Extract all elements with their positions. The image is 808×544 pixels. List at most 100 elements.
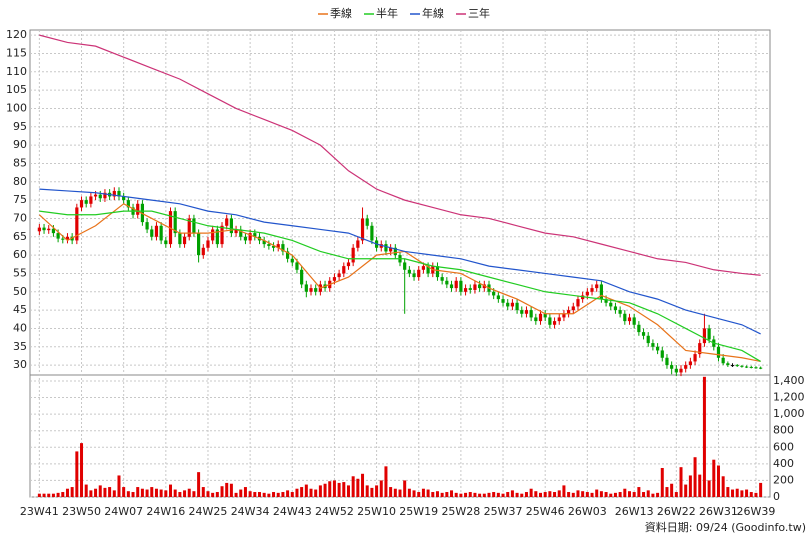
candle-body	[609, 302, 613, 307]
volume-bar	[599, 491, 603, 497]
candle-body	[595, 284, 599, 289]
volume-bar	[482, 493, 486, 497]
candle-body	[684, 365, 688, 369]
x-tick-label: 26W03	[568, 505, 607, 518]
candle-body	[674, 368, 678, 373]
volume-bar	[304, 484, 308, 497]
volume-bar	[370, 487, 374, 497]
volume-bar	[61, 492, 65, 497]
candle-body	[290, 258, 294, 263]
volume-bar	[674, 492, 678, 497]
candle-body	[47, 228, 51, 231]
candle-body	[51, 228, 56, 234]
candle-body	[735, 365, 739, 367]
volume-bar	[524, 492, 528, 497]
volume-bar	[262, 492, 266, 497]
y2-tick-label: 1,400	[773, 374, 805, 387]
volume-bar	[187, 488, 191, 497]
candle-body	[126, 200, 130, 208]
x-tick-label: 26W39	[737, 505, 776, 518]
volume-bar	[721, 476, 725, 497]
candle-body	[492, 291, 496, 296]
candle-body	[285, 251, 290, 259]
volume-bar	[454, 492, 458, 497]
x-tick-label: 26W13	[615, 505, 654, 518]
candle-body	[478, 284, 482, 289]
volume-bar	[506, 492, 510, 497]
volume-bar	[665, 487, 669, 497]
candle-body	[524, 310, 529, 314]
x-tick-label: 24W07	[104, 505, 143, 518]
candle-body	[239, 229, 243, 237]
candle-body	[122, 196, 126, 201]
volume-bar	[435, 491, 439, 497]
volume-bar	[164, 490, 168, 497]
candle-body	[300, 269, 304, 285]
y-tick-label: 55	[13, 266, 27, 279]
candle-body	[599, 284, 603, 300]
candle-body	[421, 266, 426, 270]
candle-body	[187, 218, 191, 237]
candle-body	[337, 273, 341, 278]
candle-body	[604, 299, 608, 303]
candle-body	[571, 306, 575, 311]
candle-body	[145, 222, 149, 230]
volume-bar	[609, 493, 613, 497]
volume-bar	[735, 488, 739, 497]
candle-body	[365, 218, 369, 226]
candle-body	[164, 240, 168, 245]
x-tick-label: 25W46	[526, 505, 565, 518]
volume-bar	[403, 480, 407, 497]
volume-bar	[670, 483, 674, 497]
x-tick-label: 24W25	[189, 505, 228, 518]
volume-bar	[585, 492, 589, 497]
candle-body	[449, 284, 454, 289]
candle-body	[759, 367, 763, 369]
candle-body	[529, 310, 533, 318]
volume-bar	[431, 492, 435, 497]
volume-bar	[276, 492, 280, 497]
x-tick-label: 24W43	[273, 505, 312, 518]
candle-body	[445, 280, 449, 285]
candle-body	[309, 288, 313, 292]
volume-bar	[389, 487, 393, 497]
volume-bar	[740, 490, 744, 497]
candle-body	[360, 218, 365, 241]
volume-bar	[365, 485, 369, 497]
candle-body	[641, 332, 646, 336]
candle-body	[182, 236, 187, 245]
volume-bar	[56, 492, 60, 497]
candle-body	[225, 218, 229, 226]
volume-bar	[220, 486, 224, 497]
x-tick-label: 25W28	[441, 505, 480, 518]
candle-body	[730, 365, 735, 367]
volume-bar	[688, 475, 692, 497]
candle-body	[520, 310, 524, 314]
volume-bar	[328, 481, 332, 497]
candle-body	[716, 346, 721, 358]
candle-body	[304, 284, 308, 292]
volume-bar	[543, 492, 547, 497]
volume-bar	[468, 492, 472, 497]
candle-body	[534, 317, 538, 322]
y-tick-label: 90	[13, 138, 27, 151]
candle-body	[389, 247, 393, 252]
volume-bar	[103, 487, 107, 497]
volume-bar	[42, 493, 46, 497]
candle-body	[590, 288, 594, 292]
volume-bar	[548, 491, 552, 497]
volume-bar	[712, 459, 716, 497]
volume-bar	[702, 376, 706, 497]
candle-body	[562, 313, 566, 318]
candle-body	[552, 321, 557, 325]
volume-bar	[145, 489, 149, 497]
x-tick-label: 24W52	[315, 505, 354, 518]
volume-bar	[215, 492, 219, 497]
candle-body	[637, 324, 641, 333]
volume-bar	[323, 483, 327, 497]
candle-body	[473, 284, 477, 290]
volume-bar	[656, 492, 660, 497]
legend-label: 季線	[330, 6, 352, 20]
volume-bar	[309, 488, 313, 497]
